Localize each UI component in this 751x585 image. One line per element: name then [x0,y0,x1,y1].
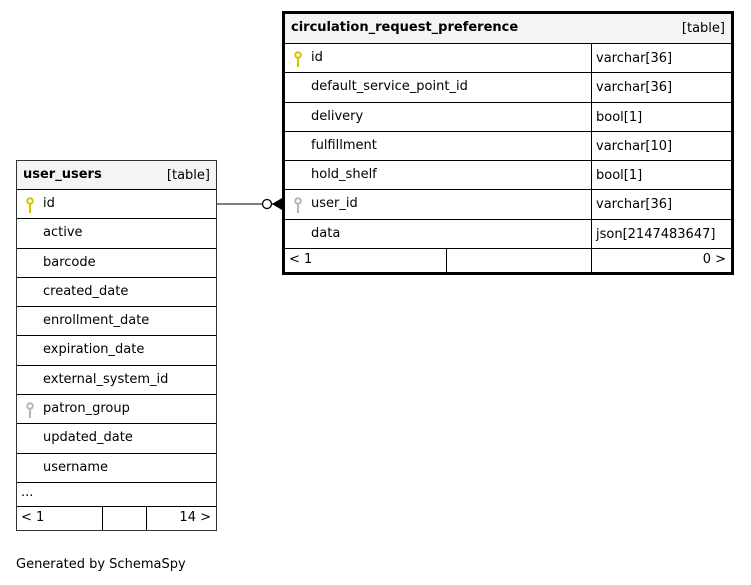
column-type: varchar[36] [591,73,672,102]
column-type: bool[1] [591,161,642,190]
footer-left: < 1 [289,252,313,268]
column-row[interactable]: barcode [17,249,216,278]
ellipsis: ... [21,484,34,500]
column-type: varchar[36] [591,44,672,73]
column-name: external_system_id [43,371,169,387]
column-type: json[2147483647] [591,219,715,249]
column-name: username [43,459,108,475]
column-name: expiration_date [43,342,145,358]
table-user-users[interactable]: user_users [table] id active barcode created_… [16,160,217,531]
column-name: data [311,225,341,241]
column-name: fulfillment [311,137,377,153]
footer-left: < 1 [21,509,45,525]
divider [102,506,103,530]
divider [446,249,447,273]
column-name: delivery [311,108,364,124]
column-row[interactable]: username [17,454,216,483]
column-name: created_date [43,283,129,299]
column-row[interactable]: active [17,219,216,249]
column-type: varchar[10] [591,131,672,161]
column-row[interactable]: id [17,190,216,220]
column-name: user_id [311,196,358,212]
generated-by-label: Generated by SchemaSpy [16,557,186,572]
table-type-label: [table] [681,21,725,36]
column-row[interactable]: fulfillment varchar[10] [285,131,731,162]
table-header: user_users [table] [17,161,216,190]
column-row[interactable]: enrollment_date [17,307,216,337]
column-type: bool[1] [591,102,642,131]
column-row[interactable]: expiration_date [17,336,216,366]
more-columns: ... [17,483,216,507]
column-name: active [43,225,83,241]
column-type: varchar[36] [591,190,672,219]
column-row[interactable]: patron_group [17,395,216,425]
divider [146,506,147,530]
footer-right: 14 > [179,509,211,525]
column-name: default_service_point_id [311,79,468,95]
column-name: id [43,196,55,211]
column-name: hold_shelf [311,167,377,183]
divider [591,249,592,273]
table-footer: < 1 14 > [17,506,216,530]
column-row[interactable]: user_id varchar[36] [285,190,731,220]
column-row[interactable]: external_system_id [17,366,216,396]
column-name: enrollment_date [43,313,150,329]
column-row[interactable]: delivery bool[1] [285,102,731,132]
table-circulation-request-preference[interactable]: circulation_request_preference [table] id v… [282,11,734,276]
footer-right: 0 > [702,252,726,268]
column-name: patron_group [43,401,130,417]
column-row[interactable]: updated_date [17,424,216,454]
column-row[interactable]: hold_shelf bool[1] [285,161,731,191]
table-name: circulation_request_preference [291,20,519,35]
table-type-label: [table] [166,168,210,183]
column-name: updated_date [43,430,133,446]
table-header: circulation_request_preference [table] [285,14,731,44]
table-name: user_users [23,167,102,182]
table-footer: < 1 0 > [285,249,731,273]
column-name: barcode [43,254,96,270]
column-row[interactable]: created_date [17,278,216,308]
column-row[interactable]: data json[2147483647] [285,219,731,250]
column-row[interactable]: id varchar[36] [285,44,731,74]
column-row[interactable]: default_service_point_id varchar[36] [285,73,731,103]
column-name: id [311,50,323,65]
